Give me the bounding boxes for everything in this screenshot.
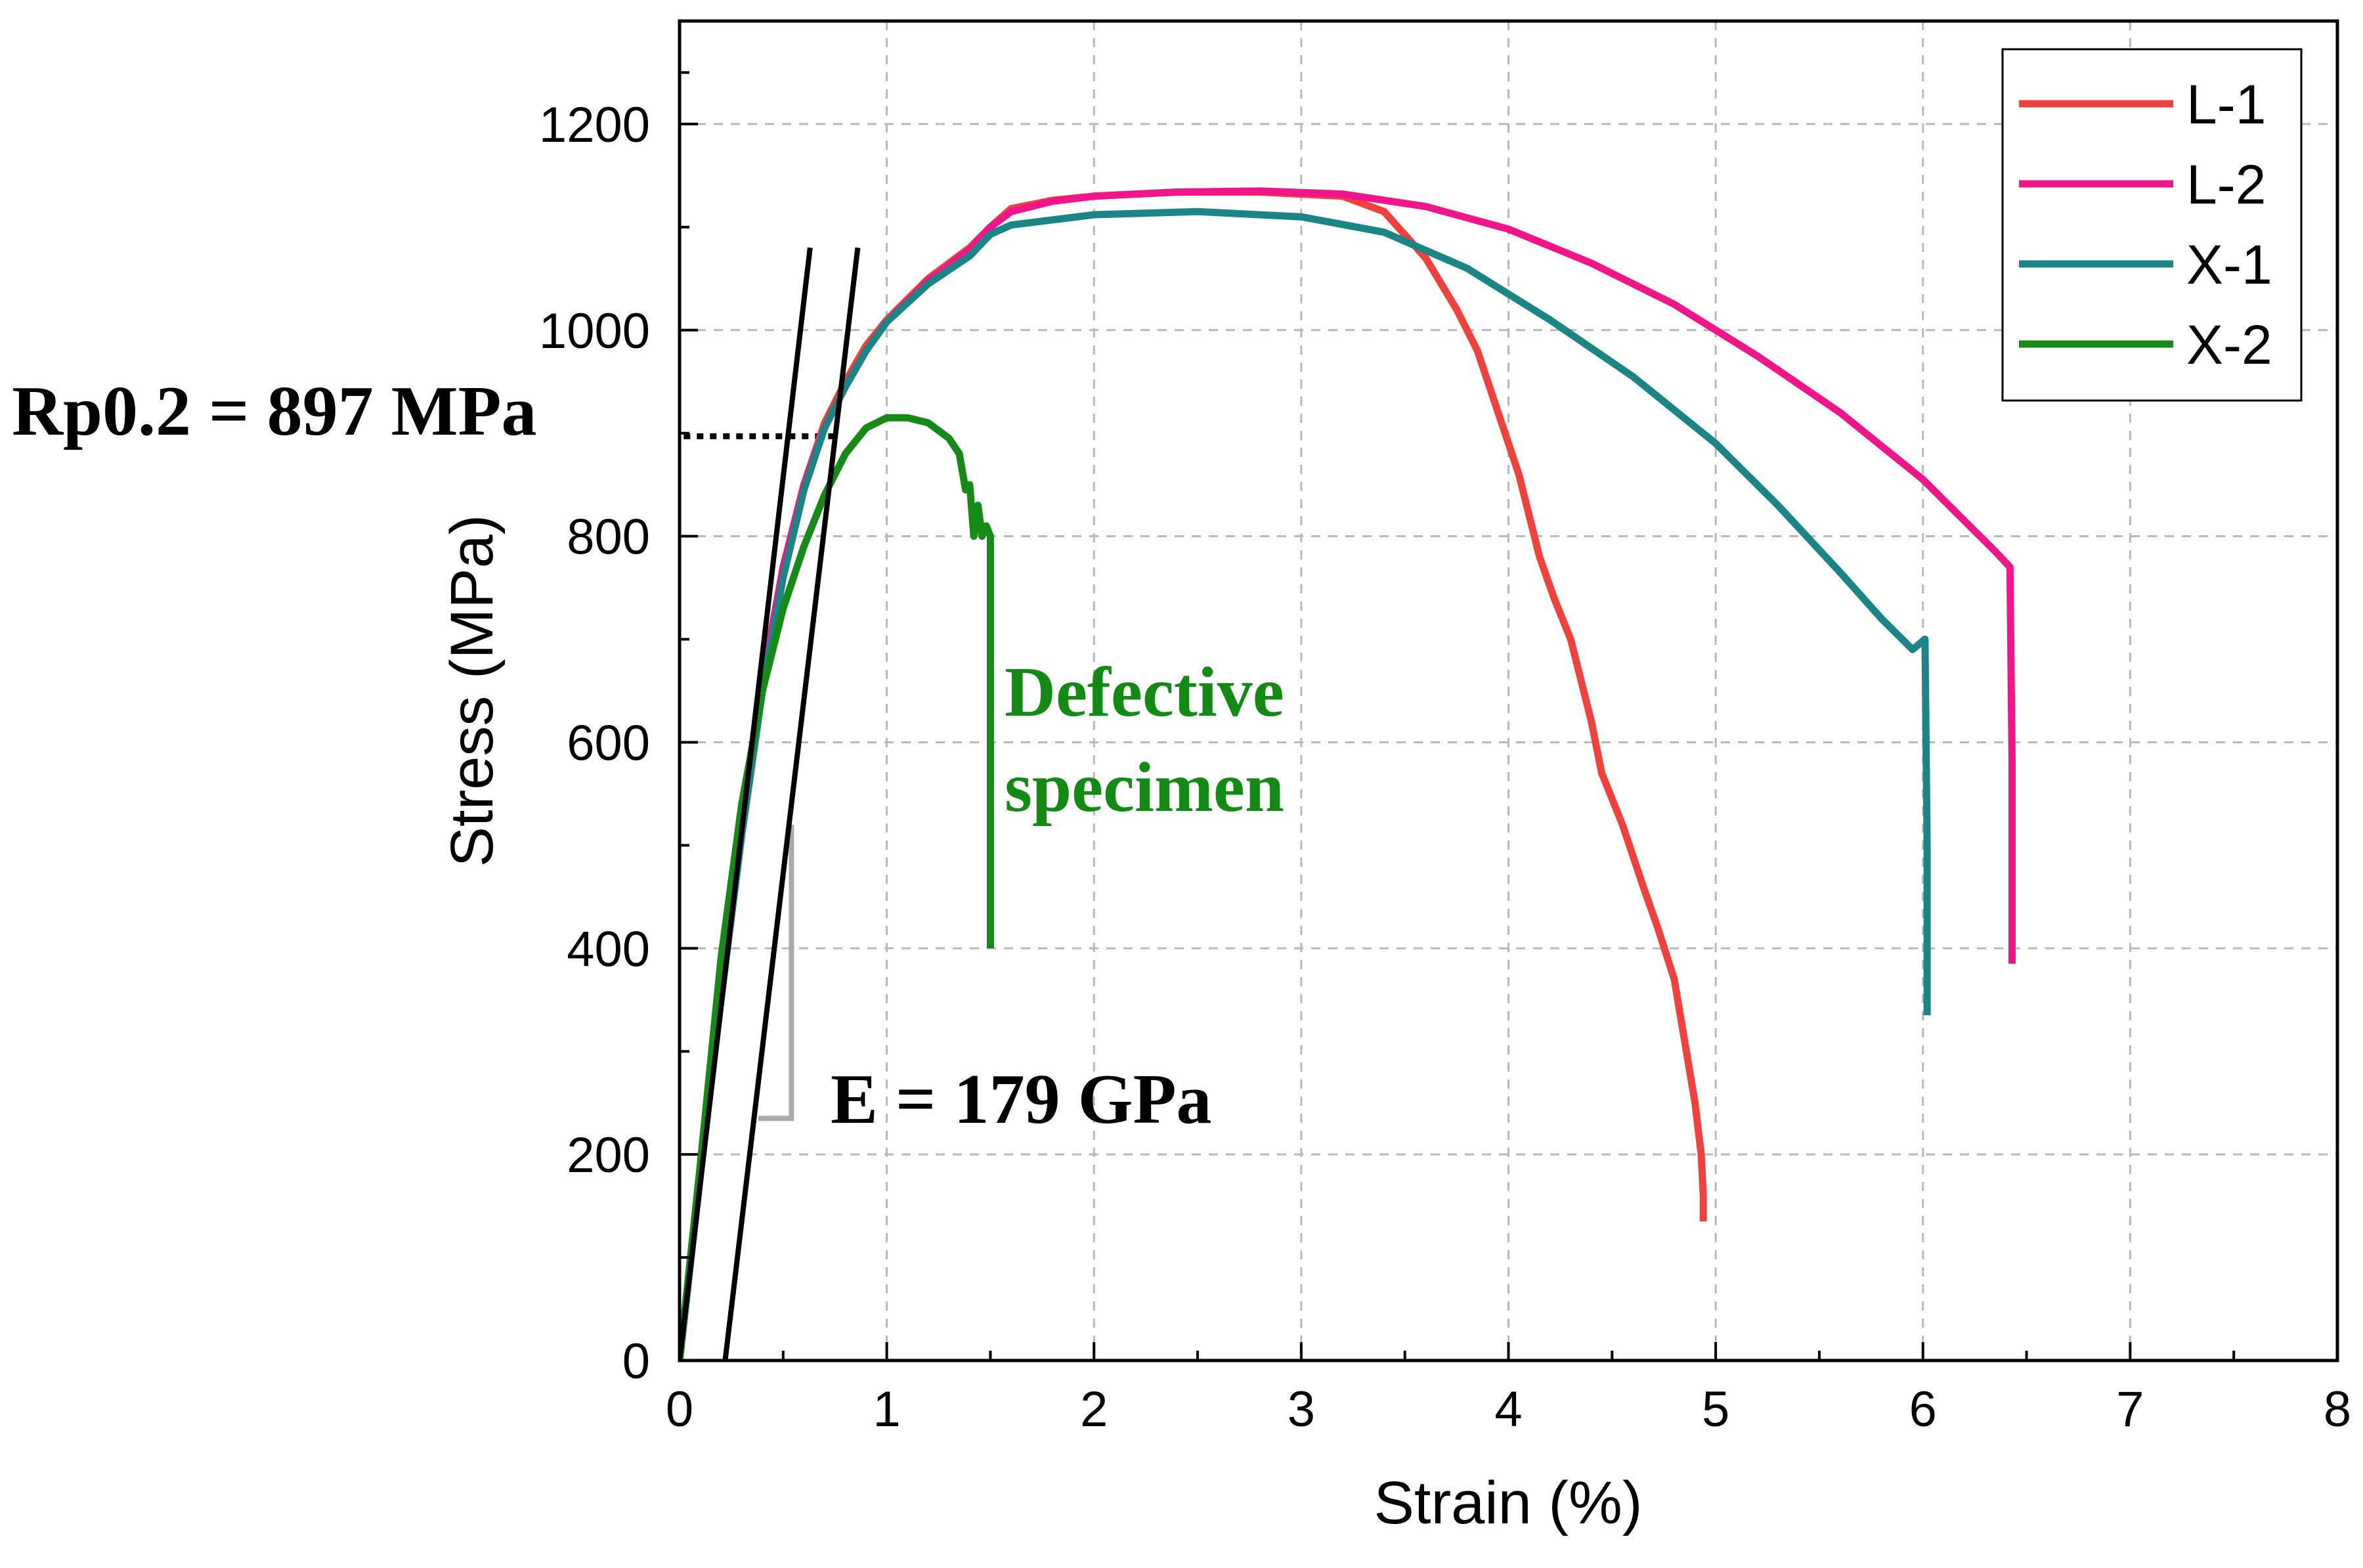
legend-items: L-1 L-2 X-1 X-2 <box>2019 74 2272 376</box>
annotations: Rp0.2 = 897 MPa E = 179 GPa Defective sp… <box>12 372 1284 1139</box>
ticks-layer <box>678 71 2339 1362</box>
legend-label-x-2: X-2 <box>2186 314 2272 376</box>
x-tick-label: 5 <box>1702 1382 1729 1437</box>
tick-labels-layer: 0 1 2 3 4 5 6 7 8 0 200 400 600 800 1000 1200 <box>539 97 2351 1437</box>
y-tick-label: 600 <box>567 715 650 771</box>
data-layer <box>680 187 2016 1361</box>
y-axis-title: Stress (MPa) <box>439 515 506 867</box>
legend-label-l-2: L-2 <box>2186 154 2266 215</box>
y-tick-label: 200 <box>567 1127 650 1183</box>
legend-label-x-1: X-1 <box>2186 234 2272 295</box>
series-line-x-2 <box>680 414 994 1361</box>
rp02-annotation: Rp0.2 = 897 MPa <box>12 372 537 450</box>
y-tick-label: 1200 <box>539 97 650 153</box>
x-tick-label: 4 <box>1494 1382 1522 1437</box>
y-tick-label: 400 <box>567 921 650 977</box>
legend: L-1 L-2 X-1 X-2 <box>2001 48 2303 402</box>
series-line-x-1 <box>680 207 1931 1361</box>
modulus-slope-triangle <box>758 825 794 1122</box>
offset-0-2-line <box>722 247 861 1361</box>
x-tick-label: 6 <box>1909 1382 1937 1437</box>
y-tick-label: 0 <box>622 1334 650 1389</box>
x-tick-label: 2 <box>1080 1382 1108 1437</box>
x-tick-label: 0 <box>666 1382 693 1437</box>
y-tick-label: 1000 <box>539 303 650 359</box>
modulus-annotation: E = 179 GPa <box>831 1060 1212 1139</box>
legend-label-l-1: L-1 <box>2186 74 2266 135</box>
x-tick-label: 8 <box>2324 1382 2351 1437</box>
x-tick-label: 7 <box>2116 1382 2144 1437</box>
x-tick-label: 3 <box>1288 1382 1315 1437</box>
defective-annotation-line1: Defective <box>1005 653 1284 731</box>
y-tick-label: 800 <box>567 510 650 565</box>
elastic-modulus-line <box>680 247 813 1361</box>
series-line-l-2 <box>680 187 2016 1361</box>
defective-annotation-line2: specimen <box>1005 749 1284 827</box>
x-axis-title: Strain (%) <box>1374 1470 1643 1536</box>
x-tick-label: 1 <box>873 1382 900 1437</box>
